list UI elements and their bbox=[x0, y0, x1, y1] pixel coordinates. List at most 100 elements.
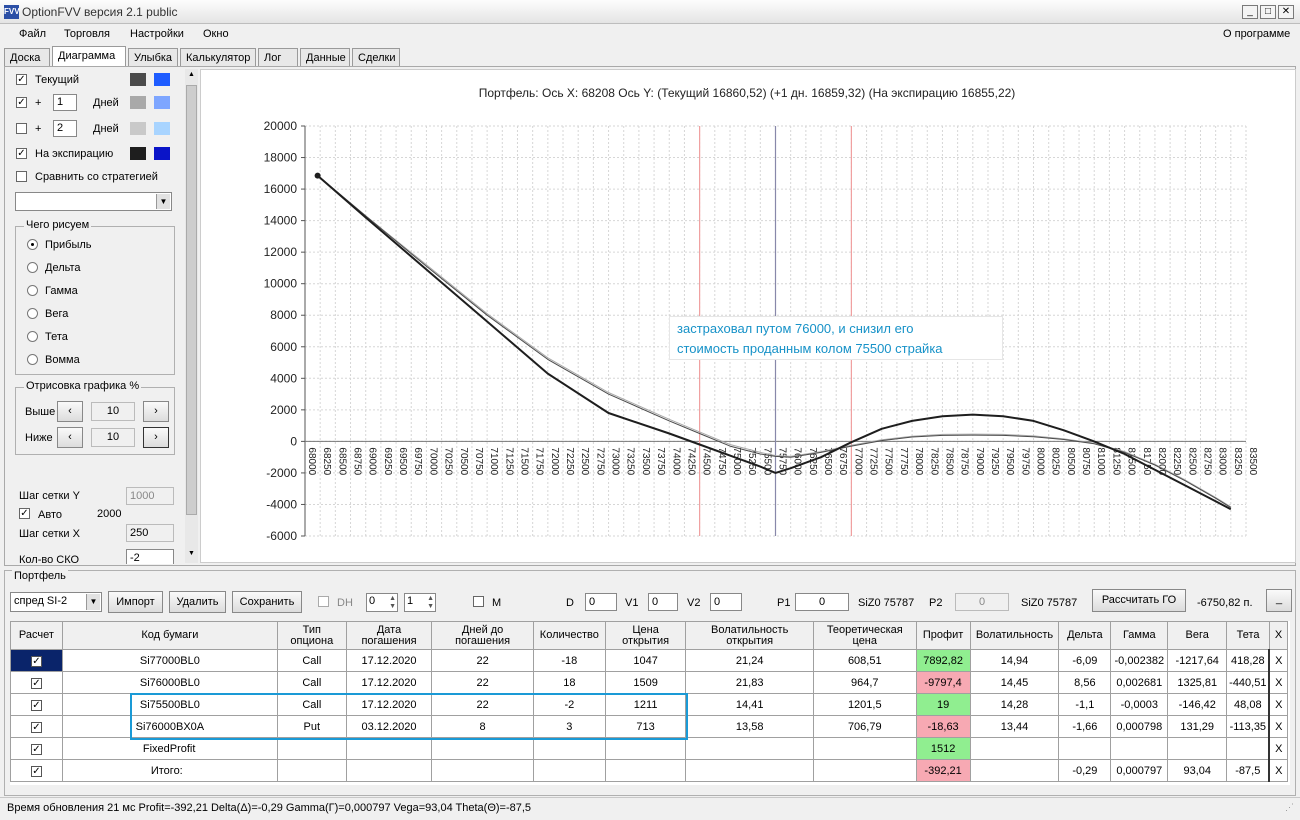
portfolio-select[interactable]: спред SI-2 ▼ bbox=[10, 592, 102, 612]
table-cell[interactable]: Итого: bbox=[61, 759, 278, 782]
table-cell[interactable]: 0,002681 bbox=[1110, 671, 1169, 694]
v2-input[interactable]: 0 bbox=[710, 593, 742, 611]
delete-button[interactable]: Удалить bbox=[169, 591, 226, 613]
dh-spin-1[interactable]: 0 ▲ ▼ bbox=[366, 593, 398, 612]
table-cell[interactable] bbox=[345, 737, 433, 760]
col-vega[interactable]: Вега bbox=[1167, 621, 1228, 650]
table-cell[interactable]: -1,66 bbox=[1058, 715, 1112, 738]
left-panel-scrollbar[interactable]: ▲ ▼ bbox=[185, 69, 198, 563]
table-cell[interactable]: 608,51 bbox=[812, 649, 917, 672]
compare-checkbox[interactable] bbox=[16, 171, 27, 182]
tab-data[interactable]: Данные bbox=[300, 48, 350, 67]
table-cell[interactable]: Si76000BL0 bbox=[61, 671, 278, 694]
grid-y-input[interactable]: 1000 bbox=[126, 487, 174, 505]
table-cell[interactable]: -392,21 bbox=[915, 759, 971, 782]
table-cell[interactable]: 21,24 bbox=[685, 649, 814, 672]
table-cell[interactable]: 0,000797 bbox=[1110, 759, 1169, 782]
check-icon[interactable]: ✓ bbox=[30, 721, 42, 733]
table-cell[interactable]: 21,83 bbox=[685, 671, 814, 694]
table-cell[interactable]: 964,7 bbox=[812, 671, 917, 694]
table-cell[interactable]: -146,42 bbox=[1167, 693, 1228, 716]
table-cell[interactable] bbox=[604, 759, 687, 782]
v1-input[interactable]: 0 bbox=[648, 593, 678, 611]
minimize-panel-button[interactable]: _ bbox=[1266, 589, 1292, 612]
sko-input[interactable]: -2 bbox=[126, 549, 174, 564]
table-cell[interactable]: 418,28 bbox=[1226, 649, 1270, 672]
table-cell[interactable] bbox=[1167, 737, 1228, 760]
radio-vomma[interactable] bbox=[27, 354, 38, 365]
table-cell[interactable]: 706,79 bbox=[812, 715, 917, 738]
row-calc-checkbox[interactable]: ✓ bbox=[10, 649, 63, 672]
tab-board[interactable]: Доска bbox=[4, 48, 50, 67]
table-cell[interactable] bbox=[969, 737, 1060, 760]
m-checkbox[interactable] bbox=[473, 596, 484, 607]
current-dark-color[interactable] bbox=[130, 73, 146, 86]
table-cell[interactable]: Put bbox=[276, 715, 347, 738]
expiry-dark-color[interactable] bbox=[130, 147, 146, 160]
table-cell[interactable]: Si76000BX0A bbox=[61, 715, 278, 738]
calc-margin-button[interactable]: Рассчитать ГО bbox=[1092, 589, 1186, 612]
table-row[interactable]: ✓ Si76000BL0 Call 17.12.2020 22 18 1509 21,83 96… bbox=[10, 671, 1289, 694]
dh-checkbox[interactable] bbox=[318, 596, 329, 607]
table-cell[interactable]: 131,29 bbox=[1167, 715, 1228, 738]
table-cell[interactable] bbox=[276, 737, 347, 760]
col-open-vol[interactable]: Волатильность открытия bbox=[685, 621, 814, 650]
plus1-days-input[interactable]: 1 bbox=[53, 94, 77, 111]
table-cell[interactable]: Call bbox=[276, 649, 347, 672]
radio-profit[interactable] bbox=[27, 239, 38, 250]
table-cell[interactable]: 1512 bbox=[915, 737, 971, 760]
table-cell[interactable]: 14,45 bbox=[969, 671, 1060, 694]
table-cell[interactable] bbox=[812, 737, 917, 760]
table-cell[interactable]: -9797,4 bbox=[915, 671, 971, 694]
table-cell[interactable]: 8,56 bbox=[1058, 671, 1112, 694]
plus1-dark-color[interactable] bbox=[130, 96, 146, 109]
table-cell[interactable] bbox=[431, 737, 534, 760]
table-cell[interactable]: -87,5 bbox=[1226, 759, 1270, 782]
table-cell[interactable] bbox=[532, 759, 606, 782]
below-increase-button[interactable]: › bbox=[143, 427, 169, 448]
dh-spin-2[interactable]: 1 ▲ ▼ bbox=[404, 593, 436, 612]
table-cell[interactable]: 17.12.2020 bbox=[345, 671, 433, 694]
auto-checkbox[interactable]: ✓ bbox=[19, 508, 30, 519]
menu-about[interactable]: О программе bbox=[1223, 28, 1291, 40]
check-icon[interactable]: ✓ bbox=[30, 655, 42, 667]
table-cell[interactable]: -0,29 bbox=[1058, 759, 1112, 782]
table-row[interactable]: ✓ Si77000BL0 Call 17.12.2020 22 -18 1047 21,24 6… bbox=[10, 649, 1289, 672]
scroll-down-icon[interactable]: ▼ bbox=[188, 550, 195, 557]
plus2-light-color[interactable] bbox=[154, 122, 170, 135]
table-cell[interactable]: 13,58 bbox=[685, 715, 814, 738]
table-cell[interactable]: -113,35 bbox=[1226, 715, 1270, 738]
remove-row-button[interactable]: X bbox=[1268, 737, 1289, 760]
table-row[interactable]: ✓ FixedProfit 1512 X bbox=[10, 737, 1289, 760]
table-cell[interactable]: -1,1 bbox=[1058, 693, 1112, 716]
table-cell[interactable]: -6,09 bbox=[1058, 649, 1112, 672]
radio-gamma[interactable] bbox=[27, 285, 38, 296]
table-cell[interactable]: 22 bbox=[431, 671, 534, 694]
import-button[interactable]: Импорт bbox=[108, 591, 163, 613]
tab-deals[interactable]: Сделки bbox=[352, 48, 400, 67]
table-row[interactable]: ✓ Si76000BX0A Put 03.12.2020 8 3 713 13,58 706,7… bbox=[10, 715, 1289, 738]
table-cell[interactable]: 22 bbox=[431, 649, 534, 672]
col-type[interactable]: Тип опциона bbox=[276, 621, 347, 650]
col-code[interactable]: Код бумаги bbox=[61, 621, 278, 650]
current-light-color[interactable] bbox=[154, 73, 170, 86]
table-cell[interactable]: -0,002382 bbox=[1110, 649, 1169, 672]
table-cell[interactable] bbox=[1110, 737, 1169, 760]
table-cell[interactable]: 17.12.2020 bbox=[345, 649, 433, 672]
p2-input[interactable]: 0 bbox=[955, 593, 1009, 611]
col-delta[interactable]: Дельта bbox=[1058, 621, 1112, 650]
above-value[interactable]: 10 bbox=[91, 402, 135, 421]
table-cell[interactable]: 18 bbox=[532, 671, 606, 694]
plus1-checkbox[interactable]: ✓ bbox=[16, 97, 27, 108]
menu-file[interactable]: Файл bbox=[19, 28, 47, 40]
table-cell[interactable]: 1325,81 bbox=[1167, 671, 1228, 694]
menu-settings[interactable]: Настройки bbox=[130, 28, 184, 40]
col-open-price[interactable]: Цена открытия bbox=[604, 621, 687, 650]
table-cell[interactable]: 13,44 bbox=[969, 715, 1060, 738]
table-cell[interactable]: 48,08 bbox=[1226, 693, 1270, 716]
table-cell[interactable] bbox=[604, 737, 687, 760]
table-cell[interactable]: Si77000BL0 bbox=[61, 649, 278, 672]
row-calc-checkbox[interactable]: ✓ bbox=[10, 737, 63, 760]
plus2-days-input[interactable]: 2 bbox=[53, 120, 77, 137]
remove-row-button[interactable]: X bbox=[1268, 649, 1289, 672]
